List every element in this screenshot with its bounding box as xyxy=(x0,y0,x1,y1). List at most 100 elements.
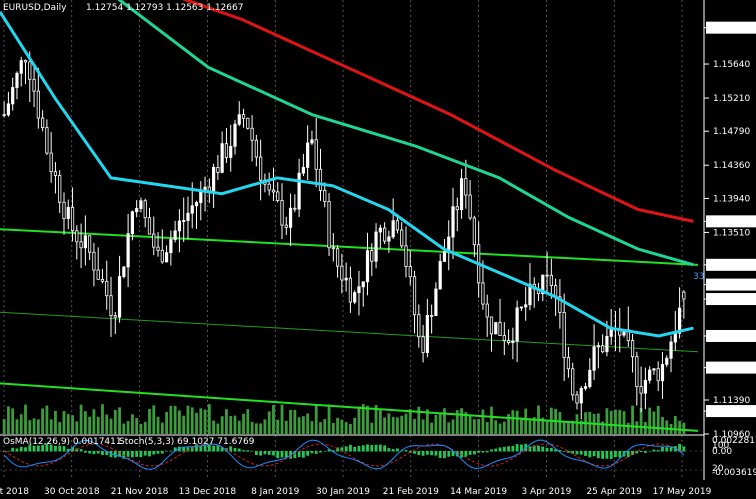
candle-body xyxy=(156,246,160,251)
candle-body xyxy=(41,117,45,129)
volume-bar xyxy=(314,405,318,434)
osma-bar xyxy=(36,445,40,452)
candle-body xyxy=(571,368,575,396)
volume-bar xyxy=(32,418,36,434)
volume-bar xyxy=(2,419,6,434)
volume-bar xyxy=(293,409,297,434)
candle-body xyxy=(417,314,421,338)
candle-body xyxy=(455,206,459,211)
candle-body xyxy=(361,281,365,288)
volume-bar xyxy=(79,404,83,434)
volume-bar xyxy=(682,422,686,434)
candle-body xyxy=(327,201,331,249)
indicator-label: 0.0022817 xyxy=(712,436,756,446)
candle-body xyxy=(588,369,592,388)
osma-bar xyxy=(682,446,686,452)
candle-body xyxy=(45,127,49,154)
volume-bar xyxy=(327,404,331,434)
volume-bar xyxy=(378,409,382,434)
osma-bar xyxy=(233,447,237,452)
candle-body xyxy=(541,274,545,295)
candle-body xyxy=(177,220,182,232)
candle-body xyxy=(331,247,335,250)
volume-bar xyxy=(216,423,220,434)
osma-bar xyxy=(383,445,387,452)
volume-bar xyxy=(626,422,630,434)
candle-body xyxy=(135,208,139,213)
candle-body xyxy=(468,194,472,219)
candle-body xyxy=(472,217,476,246)
volume-bar xyxy=(178,410,181,434)
candle-body xyxy=(301,167,305,174)
volume-bar xyxy=(400,415,404,434)
candle-body xyxy=(673,332,677,343)
osma-bar xyxy=(366,444,369,452)
osma-bar xyxy=(472,451,476,455)
osma-bar xyxy=(400,450,404,452)
candle-body xyxy=(489,316,494,335)
volume-bar xyxy=(520,417,523,434)
volume-bar xyxy=(122,423,126,434)
candle-body xyxy=(575,394,579,404)
candle-body xyxy=(194,202,199,207)
volume-bar xyxy=(532,417,536,434)
osma-bar xyxy=(661,446,664,452)
candle-body xyxy=(515,307,519,342)
candle-body xyxy=(182,220,186,222)
candle-body xyxy=(340,265,344,281)
osma-bar xyxy=(190,446,194,452)
volume-bar xyxy=(109,418,113,434)
osma-bar xyxy=(139,451,143,458)
volume-bar xyxy=(207,404,211,434)
osma-bar xyxy=(306,451,310,456)
price-label: 1.11390 xyxy=(713,396,750,406)
stoch-main-line xyxy=(3,439,685,470)
volume-bar xyxy=(263,419,267,434)
osma-bar xyxy=(195,444,198,452)
osma-bar xyxy=(45,443,49,452)
volume-bar xyxy=(605,408,609,434)
candle-body xyxy=(357,286,361,294)
volume-bar xyxy=(391,416,395,434)
osma-bar xyxy=(323,451,327,452)
volume-bar xyxy=(58,422,62,434)
candle-body xyxy=(682,291,686,300)
osma-bar xyxy=(229,446,233,452)
indicator-label: -0.003619 xyxy=(712,468,756,478)
candle-body xyxy=(605,335,609,353)
candle-body xyxy=(160,249,164,263)
volume-bar xyxy=(366,405,369,434)
candle-body xyxy=(2,114,6,117)
osma-bar xyxy=(88,451,92,454)
candle-body xyxy=(237,114,241,125)
candle-body xyxy=(105,280,109,297)
candle-body xyxy=(549,274,553,287)
candle-body xyxy=(562,311,566,358)
osma-bar xyxy=(468,451,472,455)
trend-lines xyxy=(0,228,699,432)
candle-body xyxy=(241,114,246,119)
volume-bar xyxy=(203,409,207,434)
osma-bar xyxy=(455,451,459,457)
candle-body xyxy=(233,123,237,147)
candle-body xyxy=(579,388,583,404)
candle-body xyxy=(122,266,126,277)
candle-body xyxy=(28,61,32,80)
candle-body xyxy=(643,379,647,394)
volume-bar xyxy=(49,419,53,434)
price-tag xyxy=(706,405,756,418)
candle-body xyxy=(669,341,673,359)
osma-bar xyxy=(584,451,587,456)
moving-average-slow xyxy=(181,0,694,223)
osma-bar xyxy=(19,446,23,452)
osma-bar xyxy=(319,451,322,453)
volume-bar xyxy=(135,418,139,434)
indicator-label: 0.00 xyxy=(712,447,732,457)
candle-body xyxy=(464,178,468,196)
price-label: 1.12667 xyxy=(713,295,750,305)
osma-bar xyxy=(135,451,139,457)
ohlc-readout: 1.12754 1.12793 1.12563 1.12667 xyxy=(86,3,243,13)
candle-body xyxy=(656,368,660,382)
volume-bar xyxy=(665,420,669,434)
